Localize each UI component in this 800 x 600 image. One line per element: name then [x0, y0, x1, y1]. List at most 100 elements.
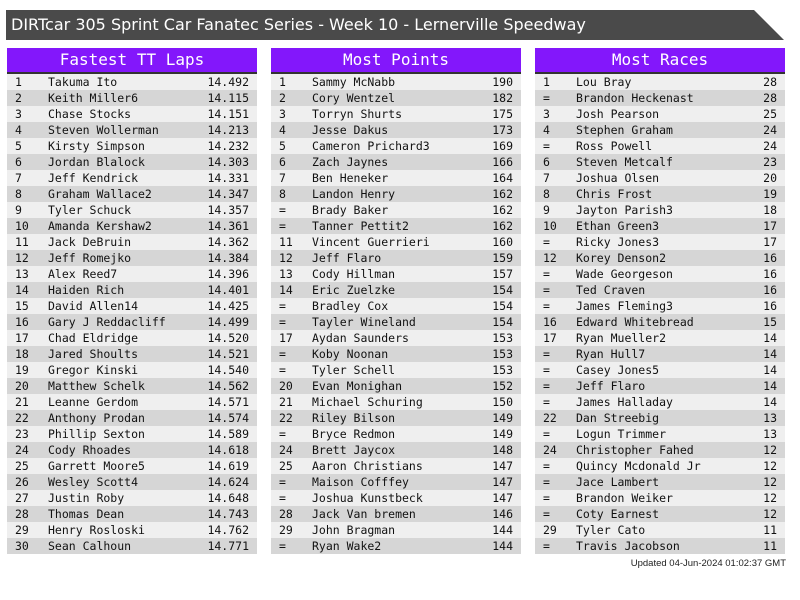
rank: 5	[15, 139, 22, 153]
value: 12	[763, 443, 777, 457]
rank: 27	[15, 491, 29, 505]
driver-name: Bradley Cox	[312, 299, 389, 313]
rank: 29	[15, 523, 29, 537]
rank: =	[543, 427, 550, 441]
table-row: 20 Evan Monighan 152	[271, 378, 521, 394]
driver-name: Logun Trimmer	[576, 427, 667, 441]
value: 162	[492, 187, 513, 201]
value: 14.361	[207, 219, 249, 233]
panel-fastest-laps: Fastest TT Laps 1 Takuma Ito 14.492 2 Keith …	[7, 48, 257, 554]
driver-name: Wesley Scott4	[48, 475, 139, 489]
driver-name: Wade Georgeson	[576, 267, 673, 281]
table-row: = Tanner Pettit2 162	[271, 218, 521, 234]
rank: =	[279, 539, 286, 553]
table-row: 7 Joshua Olsen 20	[535, 170, 785, 186]
value: 14.357	[207, 203, 249, 217]
table-row: = Casey Jones5 14	[535, 362, 785, 378]
rank: 5	[279, 139, 286, 153]
driver-name: James Halladay	[576, 395, 673, 409]
driver-name: Casey Jones5	[576, 363, 660, 377]
value: 17	[763, 235, 777, 249]
value: 14.362	[207, 235, 249, 249]
rank: =	[279, 427, 286, 441]
driver-name: Garrett Moore5	[48, 459, 145, 473]
panel-heading: Most Points	[271, 48, 521, 74]
value: 144	[492, 523, 513, 537]
leaderboard: 1 Lou Bray 28 = Brandon Heckenast 28 3 Josh Pea…	[535, 74, 785, 554]
value: 157	[492, 267, 513, 281]
table-row: = Maison Cofffey 147	[271, 474, 521, 490]
table-row: 5 Kirsty Simpson 14.232	[7, 138, 257, 154]
table-row: = Joshua Kunstbeck 147	[271, 490, 521, 506]
value: 14.213	[207, 123, 249, 137]
table-row: = Tyler Schell 153	[271, 362, 521, 378]
rank: =	[543, 507, 550, 521]
rank: 25	[279, 459, 293, 473]
driver-name: Matthew Schelk	[48, 379, 145, 393]
driver-name: Josh Pearson	[576, 107, 660, 121]
rank: 20	[15, 379, 29, 393]
table-row: = Coty Earnest 12	[535, 506, 785, 522]
value: 14.743	[207, 507, 249, 521]
driver-name: Ryan Mueller2	[576, 331, 667, 345]
value: 154	[492, 299, 513, 313]
value: 14.618	[207, 443, 249, 457]
table-row: 12 Jeff Romejko 14.384	[7, 250, 257, 266]
table-row: = Bryce Redmon 149	[271, 426, 521, 442]
rank: 22	[279, 411, 293, 425]
table-row: 21 Leanne Gerdom 14.571	[7, 394, 257, 410]
value: 149	[492, 427, 513, 441]
table-row: 6 Jordan Blalock 14.303	[7, 154, 257, 170]
value: 14.521	[207, 347, 249, 361]
table-row: = Jace Lambert 12	[535, 474, 785, 490]
panel-heading: Fastest TT Laps	[7, 48, 257, 74]
driver-name: Bryce Redmon	[312, 427, 396, 441]
table-row: = Logun Trimmer 13	[535, 426, 785, 442]
value: 14	[763, 331, 777, 345]
rank: =	[279, 491, 286, 505]
rank: 22	[543, 411, 557, 425]
driver-name: John Bragman	[312, 523, 396, 537]
table-row: 26 Wesley Scott4 14.624	[7, 474, 257, 490]
rank: 28	[279, 507, 293, 521]
table-row: 16 Gary J Reddacliff 14.499	[7, 314, 257, 330]
table-row: 4 Stephen Graham 24	[535, 122, 785, 138]
driver-name: Cody Hillman	[312, 267, 396, 281]
table-row: 10 Ethan Green3 17	[535, 218, 785, 234]
value: 14.384	[207, 251, 249, 265]
rank: 6	[15, 155, 22, 169]
rank: 10	[15, 219, 29, 233]
driver-name: Lou Bray	[576, 75, 632, 89]
value: 147	[492, 491, 513, 505]
rank: 26	[15, 475, 29, 489]
value: 173	[492, 123, 513, 137]
value: 16	[763, 267, 777, 281]
value: 14	[763, 395, 777, 409]
table-row: 4 Steven Wollerman 14.213	[7, 122, 257, 138]
rank: =	[543, 139, 550, 153]
rank: 24	[279, 443, 293, 457]
rank: 18	[15, 347, 29, 361]
table-row: 15 David Allen14 14.425	[7, 298, 257, 314]
value: 144	[492, 539, 513, 553]
rank: =	[543, 379, 550, 393]
table-row: 24 Cody Rhoades 14.618	[7, 442, 257, 458]
value: 147	[492, 475, 513, 489]
table-row: 7 Jeff Kendrick 14.331	[7, 170, 257, 186]
driver-name: Quincy Mcdonald Jr	[576, 459, 701, 473]
rank: 21	[279, 395, 293, 409]
value: 13	[763, 411, 777, 425]
value: 14.401	[207, 283, 249, 297]
page-title: DIRTcar 305 Sprint Car Fanatec Series - …	[6, 10, 784, 40]
table-row: = Koby Noonan 153	[271, 346, 521, 362]
value: 17	[763, 219, 777, 233]
driver-name: Tyler Cato	[576, 523, 646, 537]
driver-name: Torryn Shurts	[312, 107, 403, 121]
table-row: 13 Alex Reed7 14.396	[7, 266, 257, 282]
driver-name: Ted Craven	[576, 283, 646, 297]
value: 153	[492, 331, 513, 345]
driver-name: Dan Streebig	[576, 411, 660, 425]
rank: 1	[15, 75, 22, 89]
driver-name: Coty Earnest	[576, 507, 660, 521]
value: 14.619	[207, 459, 249, 473]
